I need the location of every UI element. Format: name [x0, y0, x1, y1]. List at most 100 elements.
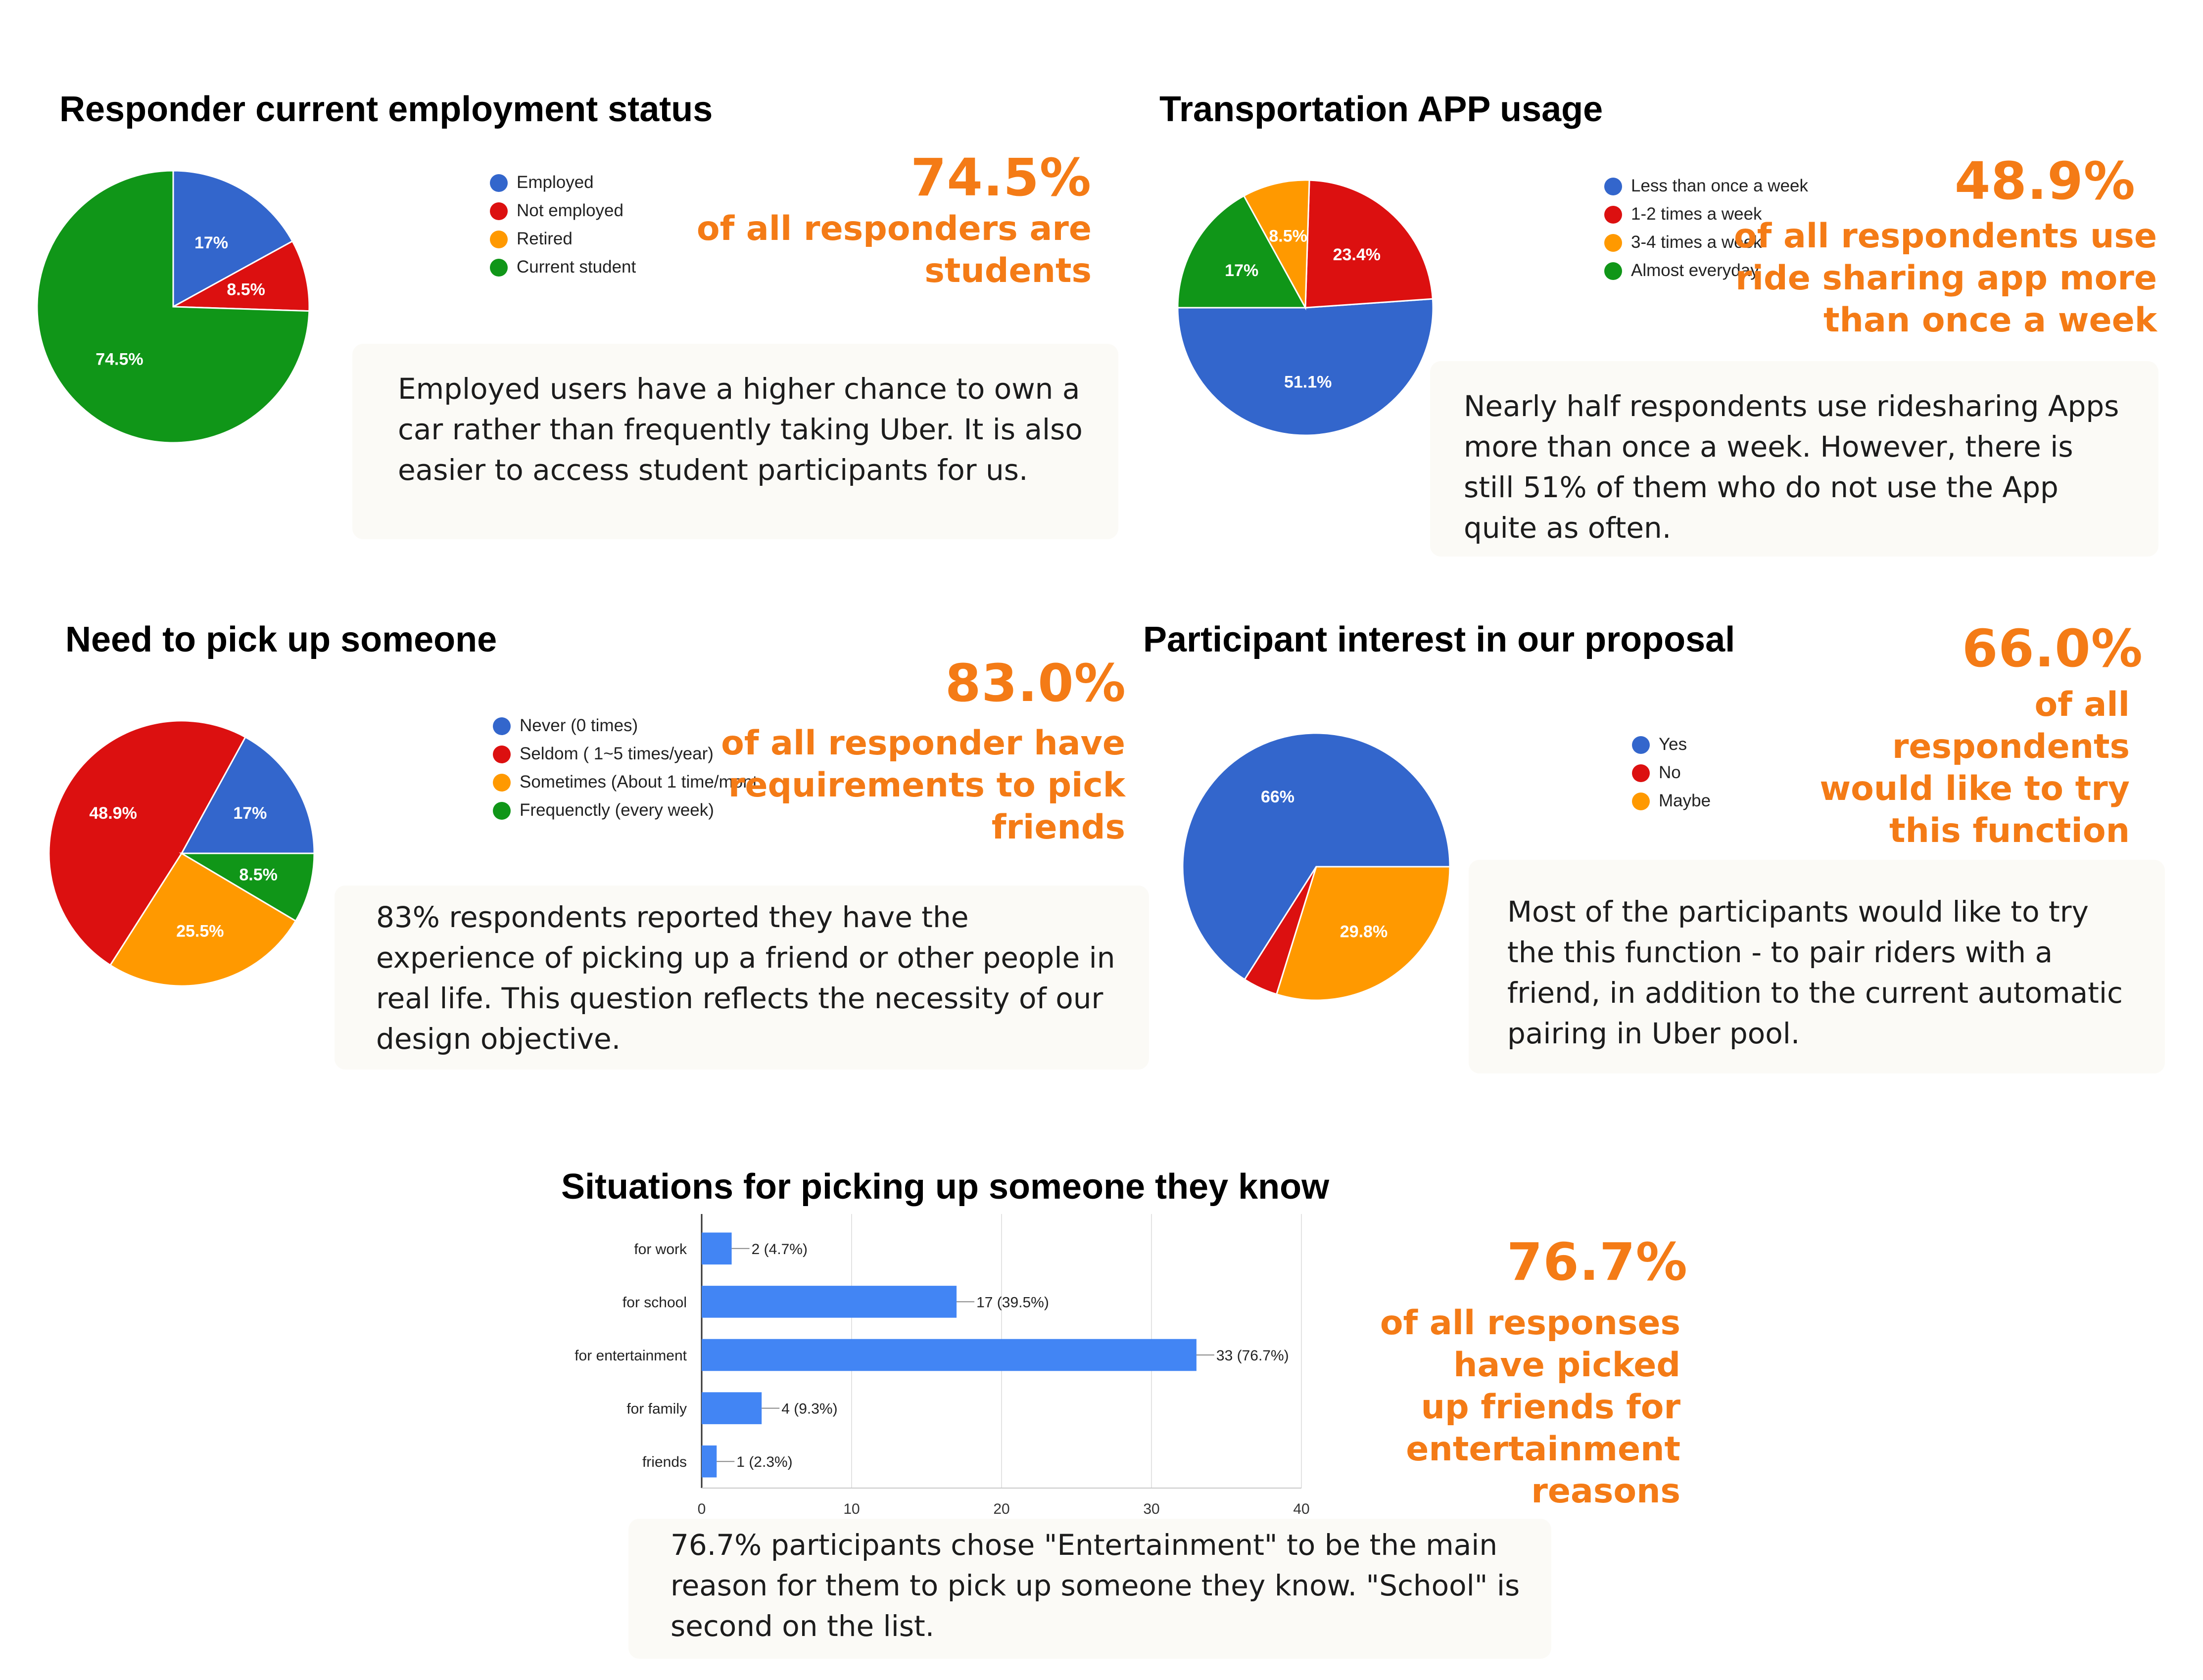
pie-slice	[179, 852, 315, 922]
pie-slice	[109, 852, 297, 987]
bar-chart: 0 10 20 30 40 for work 2 (4.7%) for school 17 (3…	[575, 1214, 1310, 1517]
note-text: 76.7% participants chose "Entertainment"…	[670, 1528, 1520, 1643]
note-card: 83% respondents reported they have the e…	[335, 886, 1149, 1070]
category-label: for family	[626, 1401, 687, 1417]
stat-value: 66.0%	[1962, 618, 2143, 679]
legend-label: No	[1659, 763, 1681, 782]
legend-item: Employed	[490, 172, 636, 200]
category-label: for work	[634, 1241, 687, 1258]
pie-slice	[1177, 298, 1434, 436]
x-tick-label: 30	[1143, 1501, 1159, 1517]
chart-title: Need to pick up someone	[65, 620, 497, 659]
legend-swatch	[1604, 234, 1622, 252]
stat-value: 74.5%	[910, 147, 1092, 208]
slice-label: 66%	[1261, 788, 1294, 806]
legend-item: Seldom ( 1~5 times/year)	[493, 744, 757, 772]
pie-slice	[36, 170, 310, 444]
legend-item: Sometimes (About 1 time/mont	[493, 772, 757, 800]
legend-swatch	[1632, 793, 1650, 810]
note-card: 76.7% participants chose "Entertainment"…	[628, 1519, 1551, 1659]
slice-label: 48.9%	[89, 804, 137, 823]
legend-label: Retired	[517, 229, 573, 248]
legend-swatch	[1604, 178, 1622, 195]
data-label: 2 (4.7%)	[752, 1241, 808, 1258]
legend-item: Maybe	[1632, 791, 1711, 819]
stat-text: of all responders are students	[696, 209, 1092, 290]
data-label: 33 (76.7%)	[1216, 1348, 1289, 1364]
legend-item: Less than once a week	[1604, 176, 1808, 204]
legend-item: Not employed	[490, 200, 636, 229]
note-card: Nearly half respondents use ridesharing …	[1430, 361, 2158, 557]
pie-chart: 17% 48.9% 25.5% 8.5%	[48, 720, 315, 987]
legend-swatch	[490, 202, 508, 220]
slice-label: 8.5%	[239, 866, 277, 885]
legend-item: Current student	[490, 257, 636, 285]
note-text: Employed users have a higher chance to o…	[398, 372, 1083, 487]
pie-slice	[48, 720, 246, 967]
data-label: 4 (9.3%)	[781, 1401, 837, 1417]
stat-value: 48.9%	[1955, 151, 2136, 211]
legend-item: No	[1632, 762, 1711, 791]
bar	[702, 1339, 1197, 1371]
bar	[702, 1445, 717, 1478]
legend-label: Yes	[1659, 735, 1687, 754]
legend-item: Retired	[490, 229, 636, 257]
legend-item: Yes	[1632, 734, 1711, 762]
stat-text: of all responses have picked up friends …	[1380, 1304, 1680, 1511]
legend-swatch	[493, 717, 511, 735]
category-label: for entertainment	[575, 1348, 687, 1364]
legend-label: Employed	[517, 173, 594, 192]
bar	[702, 1286, 957, 1318]
slice-label: 51.1%	[1284, 373, 1332, 392]
legend-swatch	[490, 231, 508, 248]
legend-item: Almost everyday	[1604, 260, 1808, 288]
legend-swatch	[1604, 262, 1622, 280]
note-card: Employed users have a higher chance to o…	[352, 344, 1118, 539]
x-tick-label: 10	[843, 1501, 860, 1517]
note-text: 83% respondents reported they have the e…	[376, 900, 1115, 1056]
slice-label: 23.4%	[1333, 245, 1381, 264]
chart-legend: Employed Not employed Retired Current stude…	[490, 172, 636, 285]
note-card: Most of the participants would like to t…	[1469, 860, 2165, 1073]
chart-legend: Yes No Maybe	[1632, 734, 1711, 819]
legend-label: Sometimes (About 1 time/mont	[520, 772, 758, 792]
legend-label: Seldom ( 1~5 times/year)	[520, 744, 714, 763]
legend-swatch	[493, 746, 511, 763]
legend-label: Almost everyday	[1631, 261, 1759, 280]
chart-title: Situations for picking up someone they k…	[561, 1167, 1330, 1207]
chart-title: Transportation APP usage	[1159, 90, 1603, 129]
category-label: friends	[642, 1454, 687, 1470]
pie-slice	[170, 240, 310, 312]
legend-label: 3-4 times a week	[1631, 233, 1762, 252]
slice-label: 8.5%	[227, 280, 265, 299]
note-text: Nearly half respondents use ridesharing …	[1464, 389, 2119, 545]
legend-label: Current student	[517, 257, 636, 277]
pie-chart: 66% 29.8%	[1182, 732, 1451, 1001]
legend-label: Not employed	[517, 201, 623, 220]
chart-title: Responder current employment status	[59, 90, 713, 129]
pie-slice	[1304, 179, 1434, 309]
stat-text: of all responder have requirements to pi…	[721, 724, 1125, 847]
legend-swatch	[490, 259, 508, 277]
legend-label: Frequenctly (every week)	[520, 800, 714, 820]
legend-swatch	[493, 802, 511, 820]
data-label: 17 (39.5%)	[976, 1294, 1049, 1310]
x-tick-label: 0	[698, 1501, 706, 1517]
chart-title: Participant interest in our proposal	[1143, 620, 1735, 659]
slice-label: 17%	[233, 804, 267, 823]
slice-label: 25.5%	[176, 922, 224, 940]
slice-label: 17%	[1225, 261, 1258, 280]
category-label: for school	[623, 1294, 687, 1310]
bar	[702, 1232, 732, 1265]
x-tick-label: 20	[993, 1501, 1009, 1517]
pie-slice	[172, 170, 294, 308]
pie-slice	[1243, 179, 1310, 311]
slice-label: 8.5%	[1269, 227, 1307, 246]
pie-slice	[180, 736, 315, 854]
legend-label: Maybe	[1659, 791, 1711, 810]
